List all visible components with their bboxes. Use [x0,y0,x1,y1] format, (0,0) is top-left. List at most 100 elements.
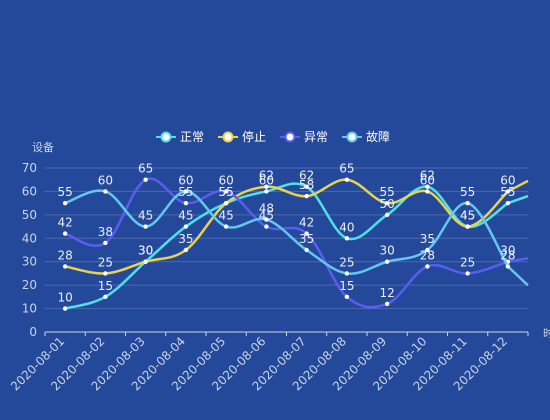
data-label: 25 [98,255,113,269]
data-point [264,184,269,189]
y-tick-label: 30 [22,255,37,269]
data-point [223,200,229,206]
data-point [425,184,430,189]
legend[interactable]: 正常 停止 异常 故障 [156,129,390,144]
data-label: 65 [339,162,354,176]
data-label: 42 [299,216,314,230]
data-label: 10 [57,291,72,305]
data-label: 12 [379,286,394,300]
data-label: 30 [379,244,394,258]
data-point [62,200,68,206]
data-point [344,177,350,182]
data-label: 15 [339,279,354,293]
legend-label-1: 停止 [242,129,266,144]
data-point [183,247,189,253]
data-point [304,247,309,253]
data-label: 15 [98,279,113,293]
data-label: 35 [178,232,193,246]
data-point [344,236,350,241]
data-label: 35 [299,232,314,246]
data-point [384,259,390,264]
data-label: 55 [218,185,233,199]
data-point [465,224,470,229]
data-point [384,200,390,206]
data-point [103,189,108,194]
y-tick-label: 40 [22,231,37,245]
data-label: 25 [460,255,475,269]
data-point [384,212,390,218]
legend-marker-1 [222,131,234,143]
legend-label-3: 故障 [366,129,390,144]
data-point [103,271,108,276]
data-label: 45 [138,209,153,223]
data-point [62,231,68,236]
data-label: 60 [420,173,435,187]
series-line-tail-1 [507,179,529,193]
data-point [264,217,269,222]
data-point [223,224,229,229]
data-label: 62 [259,169,274,183]
data-label: 60 [259,173,274,187]
data-point [425,264,430,269]
data-label: 30 [138,244,153,258]
data-point [505,264,511,269]
data-point [304,193,309,199]
data-point [465,271,470,276]
data-point [143,259,148,264]
data-label: 62 [420,169,435,183]
data-label: 30 [138,244,153,258]
legend-label-2: 异常 [304,130,328,144]
data-label: 55 [460,185,475,199]
data-point [103,240,108,246]
data-label: 60 [218,173,233,187]
legend-marker-3 [346,131,358,143]
y-tick-label: 50 [22,208,37,222]
axes: 0102030405060702020-08-012020-08-022020-… [8,161,529,393]
data-point [465,200,470,206]
data-point [183,224,189,229]
data-point [505,189,511,194]
data-label: 45 [460,209,475,223]
series-line-tail-3 [507,265,529,287]
data-point [384,301,390,307]
data-label: 28 [500,248,515,262]
data-point [62,306,68,311]
data-label: 55 [57,185,72,199]
data-point [62,264,68,269]
data-label: 38 [98,225,113,239]
data-label: 65 [138,162,153,176]
data-label: 45 [460,209,475,223]
data-label: 50 [379,197,394,211]
series-lines [62,177,529,311]
data-point [264,224,269,229]
data-label: 45 [259,209,274,223]
data-label: 30 [500,244,515,258]
data-point [264,189,269,194]
data-label: 58 [299,178,314,192]
y-tick-label: 60 [22,184,37,198]
data-label: 45 [218,209,233,223]
data-label: 42 [57,216,72,230]
data-label: 48 [259,202,274,216]
legend-label-0: 正常 [180,130,204,144]
data-label: 55 [500,185,515,199]
y-tick-label: 0 [29,325,37,339]
y-axis-title: 设备 [32,140,54,154]
data-point [425,189,430,194]
data-label: 55 [379,185,394,199]
data-label: 60 [98,173,113,187]
data-point [344,271,350,276]
data-point [344,294,350,300]
series-line-tail-2 [507,256,529,263]
data-point [143,177,148,182]
y-tick-label: 20 [22,278,37,292]
data-label: 55 [218,185,233,199]
data-label: 28 [420,248,435,262]
data-label: 25 [339,255,354,269]
data-point [304,184,309,189]
y-tick-label: 70 [22,161,37,175]
data-label: 60 [500,173,515,187]
data-label: 40 [339,220,354,234]
